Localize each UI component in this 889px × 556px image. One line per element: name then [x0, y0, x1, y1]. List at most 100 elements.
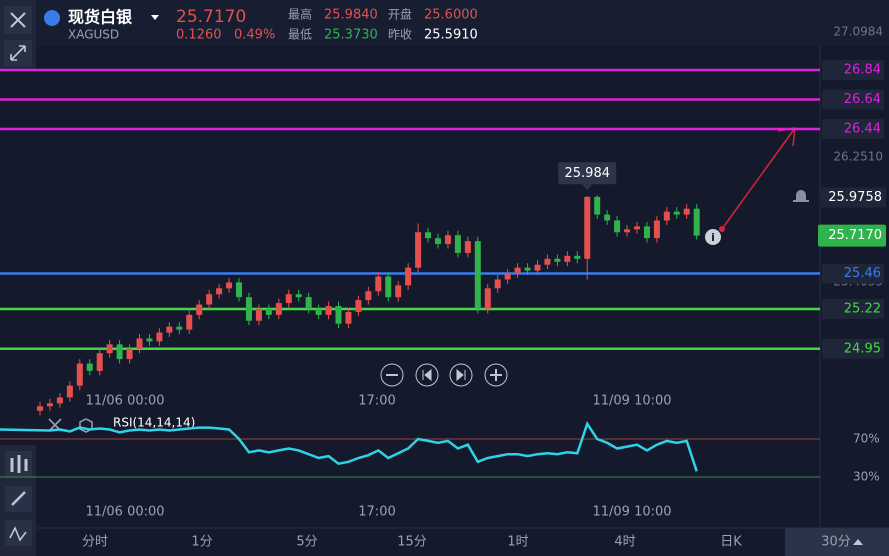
price-axis-label: 26.2510: [833, 149, 883, 163]
change-pct: 0.49%: [234, 28, 275, 43]
level-tag: [822, 119, 884, 140]
candle-body: [435, 238, 441, 245]
level-label: 26.44: [844, 122, 881, 137]
timeframe-tab[interactable]: 15分: [397, 535, 427, 550]
candle-body: [126, 348, 133, 360]
candle-body: [504, 273, 511, 280]
product-name[interactable]: 现货白银: [68, 8, 133, 27]
candle-body: [444, 235, 451, 245]
candle-body: [216, 288, 223, 295]
header-bar: [0, 0, 889, 46]
indicator-button[interactable]: [5, 451, 32, 477]
stat-label: 开盘: [388, 7, 412, 22]
rsi-settings[interactable]: [79, 418, 93, 433]
trend-arrow[interactable]: [721, 127, 796, 230]
candle-body: [305, 297, 312, 309]
candle-body: [464, 241, 471, 253]
candle-body: [86, 363, 93, 371]
candle-body: [405, 267, 412, 286]
candle-body: [325, 306, 332, 315]
level-label: 25.22: [844, 301, 881, 316]
timeframe-tab[interactable]: 分时: [82, 535, 108, 550]
alert-bell[interactable]: [793, 190, 809, 202]
candle-body: [574, 255, 581, 259]
dropdown-arrow[interactable]: [151, 15, 159, 20]
stat-label: 昨收: [388, 28, 412, 42]
timeframe-tab[interactable]: 30分: [821, 535, 851, 550]
time-label: 11/06 00:00: [85, 505, 164, 520]
timeframe-tab[interactable]: 1时: [507, 535, 528, 550]
level-label: 26.64: [844, 92, 881, 107]
high-label: 25.984: [565, 166, 611, 181]
timeframe-tab[interactable]: 日K: [720, 535, 742, 550]
candle-body: [156, 332, 163, 342]
candle-body: [554, 258, 561, 262]
candle-body: [166, 326, 173, 333]
level-tag: [822, 60, 884, 81]
rsi-level-label: 30%: [853, 470, 880, 484]
level-tag: [822, 298, 884, 319]
candle-body: [116, 344, 123, 360]
candle-body: [474, 241, 481, 309]
candle-body: [136, 338, 143, 349]
stat-label: 最高: [288, 7, 312, 22]
candle-body: [37, 406, 43, 411]
high-tooltip-tail: [582, 184, 593, 191]
candle-body: [335, 306, 342, 324]
info-icon[interactable]: [705, 229, 721, 245]
candle-body: [76, 363, 83, 386]
stat-value: 25.3730: [324, 28, 378, 43]
line-button[interactable]: [5, 520, 32, 546]
candle-body: [176, 326, 183, 330]
info-glyph: i: [711, 231, 715, 244]
timeframe-tab[interactable]: 4时: [614, 535, 635, 550]
timeframe-tab[interactable]: 1分: [191, 535, 212, 550]
candle-body: [683, 208, 690, 215]
candle-body: [673, 211, 680, 215]
candle-body: [146, 338, 153, 342]
rsi-label: RSI(14,14,14): [113, 416, 195, 430]
level-label: 24.95: [844, 341, 881, 356]
draw-button[interactable]: [5, 486, 32, 512]
candle-body: [275, 303, 282, 315]
timeframe-tab[interactable]: 5分: [296, 535, 317, 550]
candle-body: [534, 264, 541, 271]
candle-body: [564, 255, 571, 262]
candle-body: [385, 276, 392, 298]
candle-body: [484, 288, 491, 309]
candle-body: [584, 196, 591, 259]
level-tag: [822, 338, 884, 359]
change: 0.1260: [176, 28, 222, 43]
stat-value: 25.6000: [424, 8, 478, 23]
candle-body: [663, 211, 670, 221]
candle-body: [693, 208, 700, 236]
candle-body: [265, 308, 272, 315]
level-tag: [822, 89, 884, 110]
time-label: 17:00: [358, 394, 395, 409]
alert-tag: [820, 187, 886, 208]
arrow-anchor[interactable]: [719, 226, 725, 232]
collapse-button[interactable]: [4, 40, 32, 66]
time-label: 11/06 00:00: [85, 394, 164, 409]
candle-body: [206, 294, 213, 305]
candle-body: [653, 220, 660, 239]
price: 25.7170: [176, 7, 246, 27]
go-start[interactable]: [415, 363, 439, 387]
candle-body: [255, 308, 262, 321]
last-price: 25.7170: [828, 228, 882, 243]
candle-body: [454, 235, 461, 253]
rsi-level-label: 70%: [853, 432, 880, 446]
time-label: 11/09 10:00: [592, 394, 671, 409]
zoom-out[interactable]: [380, 363, 404, 387]
go-end[interactable]: [449, 363, 473, 387]
close-button[interactable]: [4, 6, 32, 34]
candle-body: [614, 220, 621, 233]
zoom-in[interactable]: [484, 363, 508, 387]
candle-body: [96, 353, 103, 371]
tab-caret[interactable]: [853, 539, 863, 545]
rsi-line: [0, 420, 698, 472]
price-axis-label: 27.0984: [833, 24, 883, 38]
alert-price: 25.9758: [828, 190, 882, 205]
candle-body: [604, 214, 611, 221]
candle-body: [106, 344, 113, 354]
